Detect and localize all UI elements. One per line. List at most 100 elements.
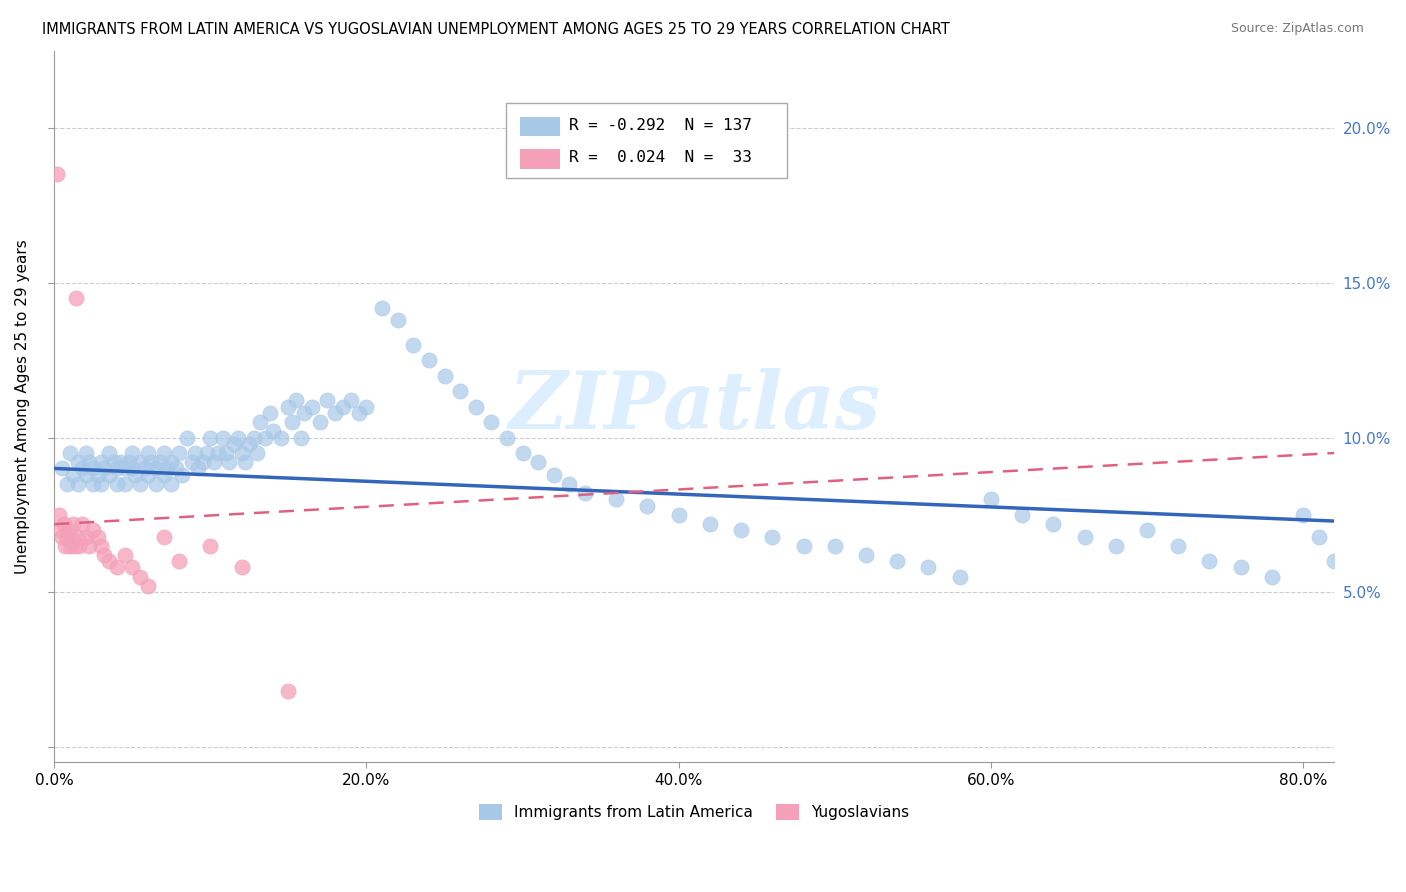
Point	[200, 430, 222, 444]
Point	[574, 486, 596, 500]
Point	[121, 560, 143, 574]
Point	[51, 529, 73, 543]
Point	[1369, 591, 1392, 606]
Point	[51, 461, 73, 475]
Point	[285, 393, 308, 408]
Point	[280, 415, 302, 429]
Point	[233, 455, 256, 469]
Point	[980, 492, 1002, 507]
Point	[637, 499, 659, 513]
Point	[121, 446, 143, 460]
Point	[156, 461, 179, 475]
Point	[479, 415, 502, 429]
Point	[238, 436, 260, 450]
Point	[433, 368, 456, 383]
Point	[259, 406, 281, 420]
Point	[136, 446, 159, 460]
Point	[62, 517, 84, 532]
Point	[231, 560, 253, 574]
Y-axis label: Unemployment Among Ages 25 to 29 years: Unemployment Among Ages 25 to 29 years	[15, 239, 30, 574]
Point	[87, 467, 110, 482]
Point	[195, 446, 218, 460]
Point	[129, 570, 152, 584]
Point	[228, 430, 250, 444]
Point	[72, 517, 94, 532]
Point	[1198, 554, 1220, 568]
Point	[1385, 585, 1406, 599]
Point	[290, 430, 312, 444]
Point	[149, 455, 172, 469]
Point	[49, 524, 72, 538]
Point	[90, 477, 112, 491]
Point	[77, 455, 100, 469]
Point	[277, 684, 299, 698]
Point	[347, 406, 370, 420]
Point	[1292, 508, 1315, 522]
Point	[97, 467, 120, 482]
Point	[1323, 554, 1346, 568]
Text: R =  0.024  N =  33: R = 0.024 N = 33	[569, 151, 752, 165]
Point	[558, 477, 581, 491]
Point	[105, 461, 128, 475]
Point	[323, 406, 346, 420]
Point	[97, 554, 120, 568]
Point	[761, 529, 783, 543]
Point	[93, 548, 115, 562]
Point	[160, 477, 183, 491]
Point	[187, 461, 209, 475]
Point	[180, 455, 202, 469]
Point	[160, 455, 183, 469]
Point	[270, 430, 292, 444]
Point	[77, 539, 100, 553]
Text: ZIPatlas: ZIPatlas	[508, 368, 880, 445]
Point	[129, 455, 152, 469]
Point	[262, 425, 284, 439]
Point	[66, 455, 89, 469]
Point	[855, 548, 877, 562]
Point	[449, 384, 471, 398]
Point	[121, 461, 143, 475]
Point	[301, 400, 323, 414]
Point	[543, 467, 565, 482]
Point	[114, 548, 136, 562]
Point	[527, 455, 550, 469]
Text: R = -0.292  N = 137: R = -0.292 N = 137	[569, 119, 752, 133]
Point	[59, 539, 82, 553]
Point	[1229, 560, 1251, 574]
Point	[1105, 539, 1128, 553]
Point	[52, 517, 75, 532]
Point	[105, 477, 128, 491]
Point	[136, 579, 159, 593]
Point	[82, 461, 104, 475]
Point	[1042, 517, 1064, 532]
Point	[605, 492, 627, 507]
Point	[387, 313, 409, 327]
Point	[699, 517, 721, 532]
Point	[136, 467, 159, 482]
Point	[152, 467, 174, 482]
Point	[114, 461, 136, 475]
Point	[75, 529, 97, 543]
Point	[82, 477, 104, 491]
Point	[67, 539, 90, 553]
Point	[165, 461, 187, 475]
Point	[65, 291, 87, 305]
Point	[215, 446, 238, 460]
Point	[191, 455, 214, 469]
Point	[886, 554, 908, 568]
Point	[152, 446, 174, 460]
Point	[82, 524, 104, 538]
Point	[249, 415, 271, 429]
Point	[1261, 570, 1284, 584]
Point	[793, 539, 815, 553]
Point	[356, 400, 378, 414]
Point	[254, 430, 277, 444]
Point	[277, 400, 299, 414]
Point	[1073, 529, 1095, 543]
Point	[114, 477, 136, 491]
Point	[118, 455, 141, 469]
Point	[60, 529, 83, 543]
Point	[53, 539, 76, 553]
Point	[176, 430, 198, 444]
Point	[46, 168, 69, 182]
